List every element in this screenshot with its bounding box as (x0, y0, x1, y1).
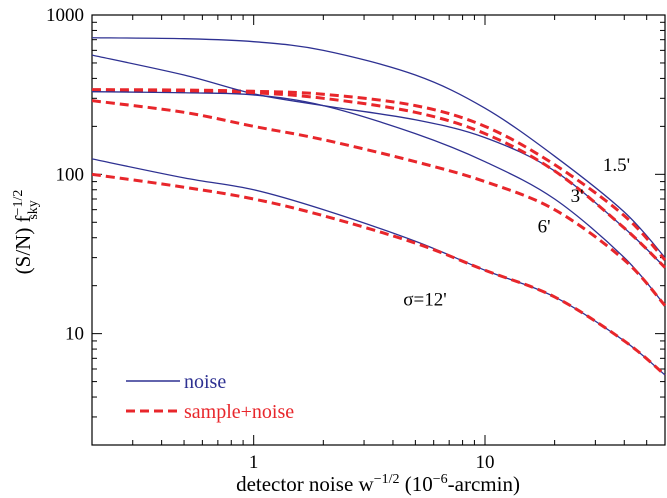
curve-annotation: 1.5' (603, 155, 630, 176)
y-axis-tick-labels: 10 100 1000 (46, 5, 84, 345)
series-line-noise-6 (92, 158, 666, 376)
y-tick-label: 1000 (46, 5, 84, 26)
series-line-sample-noise-1 (92, 88, 667, 261)
series-line-noise-0 (92, 37, 666, 259)
x-axis-label-units: (10 (399, 472, 432, 496)
y-tick-label: 100 (56, 164, 85, 185)
y-axis-label: (S/N) f−1/2sky (11, 190, 41, 275)
x-tick-label: 1 (249, 452, 259, 473)
y-axis-ticks (92, 14, 665, 446)
annotations-layer: 1.5' 3' 6' σ=12' (403, 155, 630, 311)
series-line-sample-noise-5 (92, 99, 667, 307)
x-axis-tick-labels: 1 10 (249, 452, 495, 473)
curve-annotation: 6' (538, 217, 551, 238)
y-axis-label-main: (S/N) f (11, 215, 35, 274)
legend-label-noise: noise (184, 371, 226, 393)
series-line-sample-noise-3 (92, 89, 667, 269)
curve-annotation: σ=12' (403, 290, 446, 311)
series-line-noise-4 (92, 91, 666, 307)
x-axis-label-main: detector noise w (236, 472, 374, 496)
series-layer (92, 37, 667, 377)
legend-label-sample-noise: sample+noise (184, 401, 294, 423)
legend: noise sample+noise (126, 371, 294, 423)
x-tick-label: 10 (476, 452, 495, 473)
x-axis-label-units-end: -arcmin) (448, 472, 520, 496)
x-axis-label: detector noise w−1/2 (10−6-arcmin) (236, 472, 520, 496)
y-axis-label-sub: sky (26, 200, 41, 219)
series-line-noise-2 (92, 54, 666, 268)
x-axis-label-units-exp: −6 (433, 472, 448, 487)
x-axis-ticks (91, 15, 666, 445)
plot-frame (91, 14, 666, 446)
curve-annotation: 3' (571, 186, 584, 207)
x-axis-label-exp: −1/2 (374, 472, 400, 487)
y-tick-label: 10 (65, 324, 84, 345)
y-axis-label-exp: −1/2 (11, 190, 26, 216)
